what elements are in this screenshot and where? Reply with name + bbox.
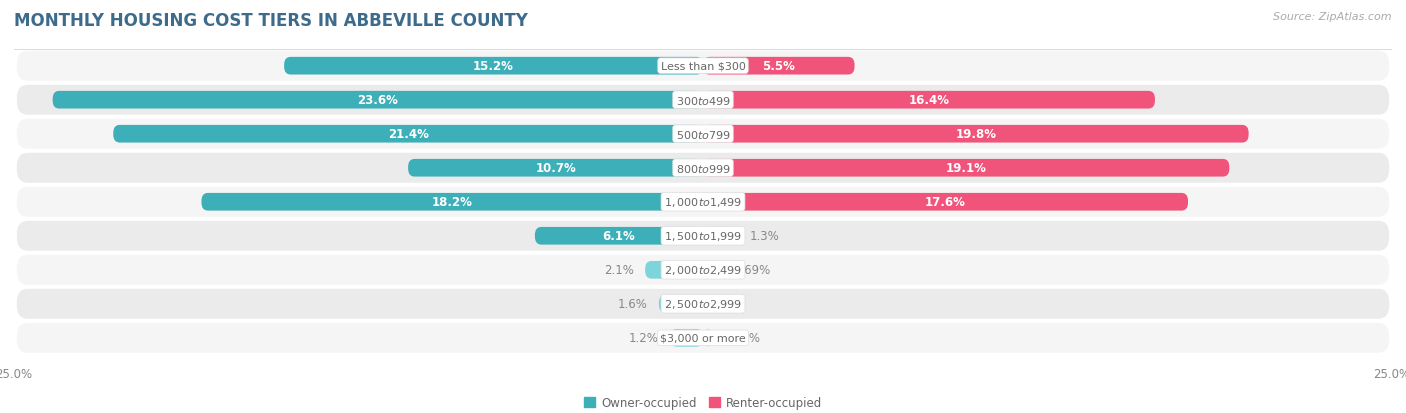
Text: 6.1%: 6.1% (603, 230, 636, 243)
FancyBboxPatch shape (17, 289, 1389, 319)
FancyBboxPatch shape (703, 126, 1249, 143)
FancyBboxPatch shape (408, 159, 703, 177)
Text: 10.7%: 10.7% (536, 162, 576, 175)
Text: 1.2%: 1.2% (628, 332, 659, 344)
Text: $3,000 or more: $3,000 or more (661, 333, 745, 343)
Text: 19.1%: 19.1% (946, 162, 987, 175)
Legend: Owner-occupied, Renter-occupied: Owner-occupied, Renter-occupied (579, 392, 827, 413)
FancyBboxPatch shape (201, 193, 703, 211)
Text: $1,500 to $1,999: $1,500 to $1,999 (664, 230, 742, 243)
Text: $800 to $999: $800 to $999 (675, 162, 731, 174)
Text: 1.3%: 1.3% (749, 230, 779, 243)
Text: $2,500 to $2,999: $2,500 to $2,999 (664, 298, 742, 311)
FancyBboxPatch shape (17, 52, 1389, 81)
Text: $2,000 to $2,499: $2,000 to $2,499 (664, 263, 742, 277)
Text: 21.4%: 21.4% (388, 128, 429, 141)
Text: 15.2%: 15.2% (474, 60, 515, 73)
FancyBboxPatch shape (284, 58, 703, 75)
Text: $300 to $499: $300 to $499 (675, 95, 731, 107)
Text: Source: ZipAtlas.com: Source: ZipAtlas.com (1274, 12, 1392, 22)
Text: 18.2%: 18.2% (432, 196, 472, 209)
Text: $500 to $799: $500 to $799 (675, 128, 731, 140)
FancyBboxPatch shape (659, 295, 703, 313)
Text: 0.0%: 0.0% (714, 298, 744, 311)
Text: 2.1%: 2.1% (605, 263, 634, 277)
FancyBboxPatch shape (703, 228, 738, 245)
FancyBboxPatch shape (52, 92, 703, 109)
Text: 16.4%: 16.4% (908, 94, 949, 107)
Text: $1,000 to $1,499: $1,000 to $1,499 (664, 196, 742, 209)
Text: 1.6%: 1.6% (619, 298, 648, 311)
FancyBboxPatch shape (17, 221, 1389, 251)
FancyBboxPatch shape (703, 193, 1188, 211)
FancyBboxPatch shape (17, 153, 1389, 183)
FancyBboxPatch shape (534, 228, 703, 245)
FancyBboxPatch shape (703, 92, 1154, 109)
FancyBboxPatch shape (17, 119, 1389, 150)
Text: 19.8%: 19.8% (955, 128, 997, 141)
Text: 23.6%: 23.6% (357, 94, 398, 107)
Text: 0.69%: 0.69% (733, 263, 770, 277)
Text: MONTHLY HOUSING COST TIERS IN ABBEVILLE COUNTY: MONTHLY HOUSING COST TIERS IN ABBEVILLE … (14, 12, 527, 30)
FancyBboxPatch shape (17, 323, 1389, 353)
Text: 17.6%: 17.6% (925, 196, 966, 209)
Text: 5.5%: 5.5% (762, 60, 796, 73)
FancyBboxPatch shape (703, 329, 713, 347)
Text: Less than $300: Less than $300 (661, 62, 745, 71)
FancyBboxPatch shape (703, 58, 855, 75)
FancyBboxPatch shape (645, 261, 703, 279)
FancyBboxPatch shape (669, 329, 703, 347)
FancyBboxPatch shape (703, 261, 723, 279)
FancyBboxPatch shape (17, 255, 1389, 285)
FancyBboxPatch shape (703, 159, 1229, 177)
FancyBboxPatch shape (17, 85, 1389, 115)
FancyBboxPatch shape (114, 126, 703, 143)
Text: 0.35%: 0.35% (724, 332, 761, 344)
FancyBboxPatch shape (17, 188, 1389, 217)
